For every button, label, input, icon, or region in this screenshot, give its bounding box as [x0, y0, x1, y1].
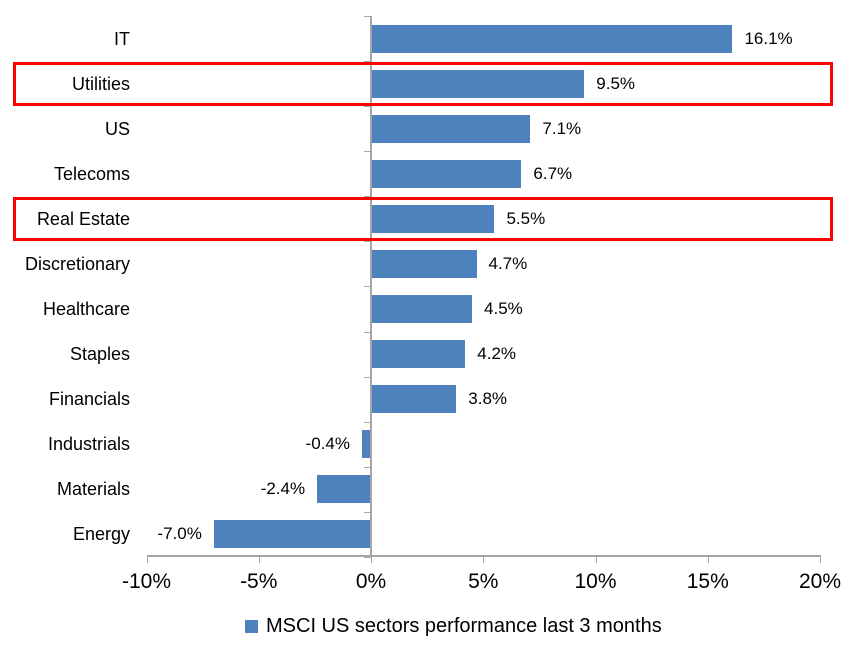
value-label: 3.8%: [468, 389, 508, 409]
category-label: Industrials: [47, 434, 130, 455]
x-axis-tick-label: -10%: [121, 570, 172, 593]
category-label: Financials: [48, 389, 130, 410]
y-axis-line: [370, 16, 372, 557]
legend: MSCI US sectors performance last 3 month…: [245, 615, 662, 638]
category-label: Healthcare: [42, 299, 130, 320]
y-axis-tick: [364, 286, 371, 288]
value-label: 16.1%: [744, 28, 793, 48]
highlight-box: [13, 196, 833, 241]
legend-swatch-icon: [245, 620, 258, 633]
category-label: Materials: [56, 479, 130, 500]
value-label: 7.1%: [542, 118, 582, 138]
bar: [371, 69, 585, 98]
x-axis-tick: [483, 555, 485, 563]
y-axis-tick: [364, 331, 371, 333]
x-axis-tick-label: 5%: [468, 570, 499, 593]
category-label: Utilities: [71, 73, 130, 94]
x-axis-tick: [258, 555, 260, 563]
value-label: 6.7%: [533, 163, 573, 183]
bar: [371, 24, 733, 53]
bar: [362, 430, 371, 459]
y-axis-tick: [364, 241, 371, 243]
category-label: Telecoms: [53, 163, 130, 184]
value-label: 4.7%: [488, 253, 528, 273]
y-axis-tick: [364, 421, 371, 423]
category-label: Discretionary: [24, 253, 130, 274]
bar: [371, 159, 522, 188]
x-axis-tick: [595, 555, 597, 563]
value-label: 5.5%: [506, 208, 546, 228]
bar: [371, 385, 457, 414]
category-label: IT: [114, 28, 130, 49]
category-label: Staples: [69, 344, 130, 365]
x-axis-tick: [820, 555, 821, 563]
category-label: Real Estate: [36, 208, 130, 229]
bar: [371, 295, 473, 324]
x-axis-tick-label: 10%: [574, 570, 617, 593]
bar: [317, 475, 371, 504]
x-axis-tick-label: 20%: [798, 570, 842, 593]
x-axis-tick: [707, 555, 709, 563]
x-axis-tick: [146, 555, 148, 563]
y-axis-tick: [364, 556, 371, 558]
x-axis-tick-label: -5%: [240, 570, 278, 593]
value-label: 9.5%: [596, 73, 636, 93]
bar: [371, 114, 531, 143]
value-label: 4.2%: [477, 344, 517, 364]
value-label: -2.4%: [260, 479, 306, 499]
x-axis-tick: [371, 555, 372, 563]
y-axis-tick: [364, 106, 371, 108]
y-axis-tick: [364, 466, 371, 468]
x-axis-tick-label: 15%: [686, 570, 729, 593]
x-axis-tick-label: 0%: [355, 570, 387, 593]
bar: [213, 520, 371, 549]
value-label: 4.5%: [484, 299, 523, 319]
bar: [371, 204, 495, 233]
y-axis-tick: [364, 16, 371, 17]
legend-label: MSCI US sectors performance last 3 month…: [266, 615, 662, 637]
bar: [371, 249, 477, 278]
category-label: US: [104, 118, 130, 139]
y-axis-tick: [364, 511, 371, 513]
y-axis-tick: [364, 376, 371, 378]
bar: [371, 340, 466, 369]
value-label: -0.4%: [305, 434, 351, 454]
highlight-box: [13, 61, 833, 106]
value-label: -7.0%: [157, 524, 202, 544]
category-label: Energy: [72, 524, 130, 545]
y-axis-tick: [364, 151, 371, 153]
